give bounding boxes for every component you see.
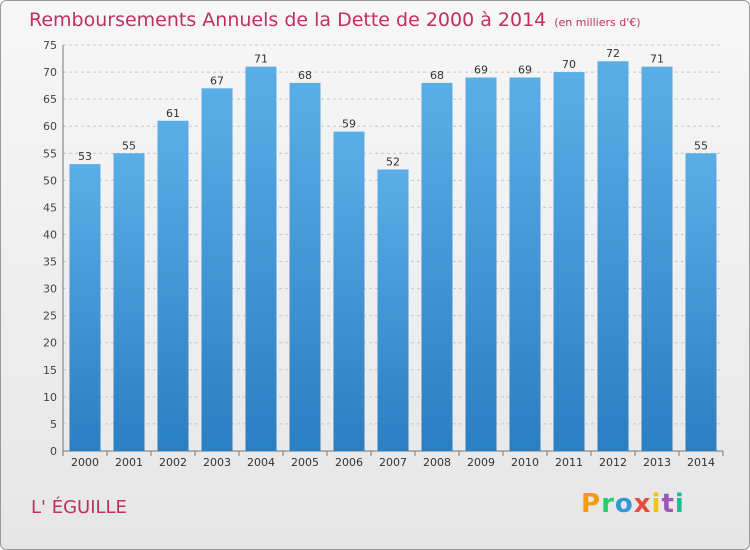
data-label: 68: [298, 69, 312, 82]
data-label: 55: [122, 139, 136, 152]
bar: [509, 77, 541, 451]
y-tick-label: 10: [43, 391, 57, 404]
y-tick-label: 75: [43, 39, 57, 52]
data-label: 72: [606, 47, 620, 60]
bar: [597, 61, 629, 452]
y-tick-label: 55: [43, 147, 57, 160]
x-tick-label: 2008: [423, 456, 451, 469]
x-tick-label: 2009: [467, 456, 495, 469]
y-tick-label: 70: [43, 66, 57, 79]
data-label: 59: [342, 118, 356, 131]
bar: [289, 82, 321, 451]
y-tick-label: 5: [50, 418, 57, 431]
data-label: 68: [430, 69, 444, 82]
x-tick-label: 2014: [687, 456, 715, 469]
y-tick-label: 0: [50, 445, 57, 458]
x-tick-label: 2013: [643, 456, 671, 469]
bar: [641, 66, 673, 452]
x-tick-label: 2010: [511, 456, 539, 469]
y-tick-label: 40: [43, 228, 57, 241]
data-label: 71: [254, 53, 268, 66]
x-tick-label: 2012: [599, 456, 627, 469]
bar: [333, 131, 365, 451]
bar: [201, 88, 233, 451]
chart-title-text: Remboursements Annuels de la Dette de 20…: [29, 9, 547, 31]
data-label: 71: [650, 53, 664, 66]
x-tick-label: 2011: [555, 456, 583, 469]
x-tick-label: 2005: [291, 456, 319, 469]
bar: [377, 169, 409, 452]
x-tick-label: 2007: [379, 456, 407, 469]
place-name: L' ÉGUILLE: [31, 497, 127, 518]
y-tick-label: 45: [43, 201, 57, 214]
data-label: 53: [78, 150, 92, 163]
chart-title: Remboursements Annuels de la Dette de 20…: [29, 9, 641, 31]
bar: [685, 153, 717, 451]
proxiti-logo: Proxiti: [581, 489, 685, 519]
x-tick-label: 2000: [71, 456, 99, 469]
x-tick-label: 2006: [335, 456, 363, 469]
data-label: 70: [562, 58, 576, 71]
bar: [553, 72, 585, 452]
x-tick-label: 2002: [159, 456, 187, 469]
y-tick-label: 65: [43, 93, 57, 106]
y-tick-label: 25: [43, 310, 57, 323]
x-tick-label: 2001: [115, 456, 143, 469]
bar: [465, 77, 497, 451]
y-tick-label: 15: [43, 364, 57, 377]
bar: [245, 66, 277, 452]
x-tick-label: 2004: [247, 456, 275, 469]
y-tick-label: 35: [43, 256, 57, 269]
y-tick-label: 20: [43, 337, 57, 350]
bar: [113, 153, 145, 451]
data-label: 67: [210, 74, 224, 87]
bar: [69, 164, 101, 452]
bar: [157, 120, 189, 451]
data-label: 69: [518, 63, 532, 76]
data-label: 69: [474, 63, 488, 76]
y-tick-label: 60: [43, 120, 57, 133]
x-tick-label: 2003: [203, 456, 231, 469]
chart-subtitle: (en milliers d'€): [554, 16, 641, 29]
data-label: 55: [694, 139, 708, 152]
y-tick-label: 30: [43, 283, 57, 296]
y-tick-label: 50: [43, 174, 57, 187]
bar: [421, 82, 453, 451]
data-label: 61: [166, 107, 180, 120]
data-label: 52: [386, 156, 400, 169]
